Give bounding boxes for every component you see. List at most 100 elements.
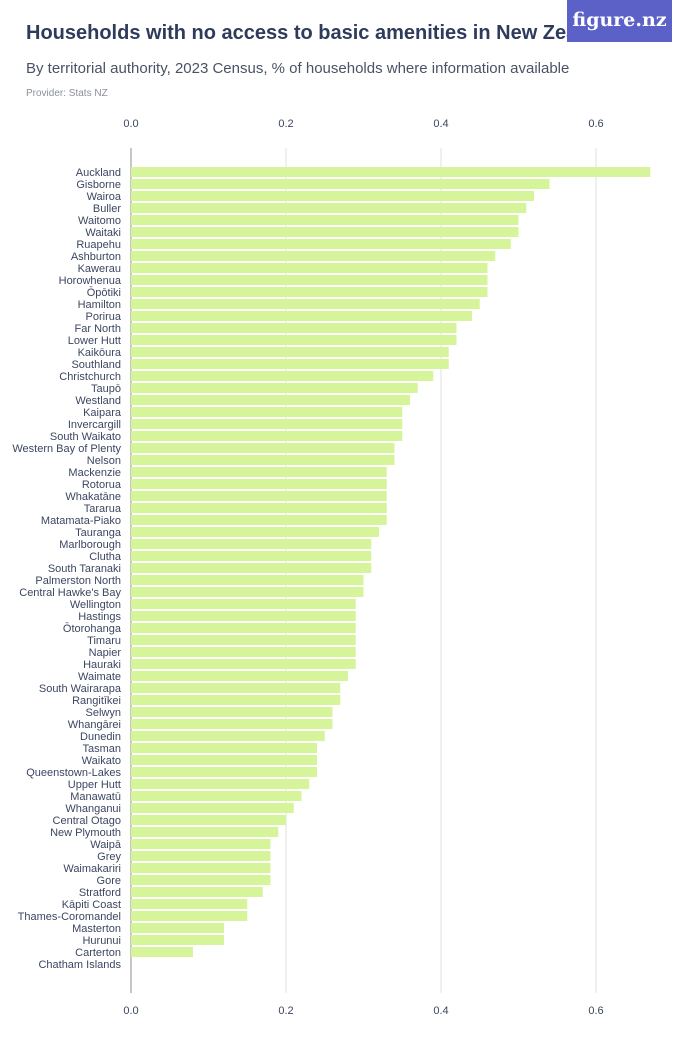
bar[interactable] xyxy=(131,827,279,837)
bar[interactable] xyxy=(131,167,651,177)
category-label: Waikato xyxy=(82,755,121,767)
bar[interactable] xyxy=(131,491,387,501)
bar[interactable] xyxy=(131,599,356,609)
bar[interactable] xyxy=(131,947,193,957)
bar[interactable] xyxy=(131,395,410,405)
bar[interactable] xyxy=(131,815,286,825)
bar[interactable] xyxy=(131,851,271,861)
bar[interactable] xyxy=(131,563,372,573)
category-label: Central Otago xyxy=(53,815,121,827)
x-tick-label-bottom: 0.0 xyxy=(123,1005,138,1017)
bar[interactable] xyxy=(131,587,364,597)
bar[interactable] xyxy=(131,359,449,369)
bar[interactable] xyxy=(131,467,387,477)
bar[interactable] xyxy=(131,731,325,741)
category-label: Christchurch xyxy=(59,371,121,383)
bar[interactable] xyxy=(131,635,356,645)
bar[interactable] xyxy=(131,695,341,705)
category-label: Whanganui xyxy=(65,803,121,815)
category-label: Chatham Islands xyxy=(38,959,121,971)
bar[interactable] xyxy=(131,407,403,417)
bar[interactable] xyxy=(131,839,271,849)
category-label: Selwyn xyxy=(86,707,121,719)
category-label: Grey xyxy=(97,851,121,863)
bar[interactable] xyxy=(131,251,496,261)
bar[interactable] xyxy=(131,323,457,333)
category-label: Mackenzie xyxy=(68,467,121,479)
bar[interactable] xyxy=(131,371,434,381)
bar[interactable] xyxy=(131,335,457,345)
category-label: Southland xyxy=(71,359,121,371)
x-tick-label-bottom: 0.2 xyxy=(278,1005,293,1017)
category-label: Porirua xyxy=(86,311,122,323)
category-label: South Taranaki xyxy=(48,563,121,575)
bar[interactable] xyxy=(131,239,511,249)
bar[interactable] xyxy=(131,287,488,297)
bar[interactable] xyxy=(131,911,248,921)
bar[interactable] xyxy=(131,515,387,525)
category-label: Whakatāne xyxy=(65,491,121,503)
category-label: Nelson xyxy=(87,455,121,467)
figure-nz-logo[interactable]: figure.nz xyxy=(567,0,672,42)
bar[interactable] xyxy=(131,455,395,465)
bar[interactable] xyxy=(131,275,488,285)
bar[interactable] xyxy=(131,899,248,909)
category-label: Gisborne xyxy=(76,179,121,191)
bar[interactable] xyxy=(131,383,418,393)
category-label: Clutha xyxy=(89,551,122,563)
provider-note: Provider: Stats NZ xyxy=(26,88,108,99)
bar[interactable] xyxy=(131,767,317,777)
bar[interactable] xyxy=(131,503,387,513)
bar[interactable] xyxy=(131,299,480,309)
bar[interactable] xyxy=(131,539,372,549)
bar[interactable] xyxy=(131,311,472,321)
bar[interactable] xyxy=(131,647,356,657)
bar[interactable] xyxy=(131,443,395,453)
bar[interactable] xyxy=(131,935,224,945)
bar[interactable] xyxy=(131,203,527,213)
bar[interactable] xyxy=(131,527,379,537)
bar[interactable] xyxy=(131,803,294,813)
category-label: Kaipara xyxy=(83,407,122,419)
x-tick-label-top: 0.2 xyxy=(278,118,293,130)
bar[interactable] xyxy=(131,431,403,441)
category-label: South Waikato xyxy=(50,431,121,443)
bar[interactable] xyxy=(131,419,403,429)
bar[interactable] xyxy=(131,263,488,273)
bar[interactable] xyxy=(131,479,387,489)
bar[interactable] xyxy=(131,923,224,933)
bar[interactable] xyxy=(131,743,317,753)
bar[interactable] xyxy=(131,671,348,681)
bar[interactable] xyxy=(131,719,333,729)
bar[interactable] xyxy=(131,863,271,873)
bar[interactable] xyxy=(131,875,271,885)
bar[interactable] xyxy=(131,179,550,189)
bar[interactable] xyxy=(131,779,310,789)
bar[interactable] xyxy=(131,623,356,633)
x-tick-label-top: 0.0 xyxy=(123,118,138,130)
category-label: Tasman xyxy=(82,743,121,755)
bar[interactable] xyxy=(131,791,302,801)
category-label: South Wairarapa xyxy=(39,683,122,695)
bar[interactable] xyxy=(131,551,372,561)
bar[interactable] xyxy=(131,707,333,717)
bar[interactable] xyxy=(131,347,449,357)
bar[interactable] xyxy=(131,227,519,237)
category-label: Masterton xyxy=(72,923,121,935)
bar[interactable] xyxy=(131,215,519,225)
category-label: Kaikōura xyxy=(78,347,122,359)
bar[interactable] xyxy=(131,191,534,201)
bar[interactable] xyxy=(131,575,364,585)
bar[interactable] xyxy=(131,887,263,897)
bar[interactable] xyxy=(131,659,356,669)
bar[interactable] xyxy=(131,683,341,693)
category-label: New Plymouth xyxy=(50,827,121,839)
category-label: Western Bay of Plenty xyxy=(12,443,121,455)
bar[interactable] xyxy=(131,755,317,765)
category-label: Timaru xyxy=(87,635,121,647)
category-label: Westland xyxy=(75,395,121,407)
bar[interactable] xyxy=(131,611,356,621)
category-label: Kāpiti Coast xyxy=(62,899,121,911)
category-label: Tararua xyxy=(84,503,122,515)
